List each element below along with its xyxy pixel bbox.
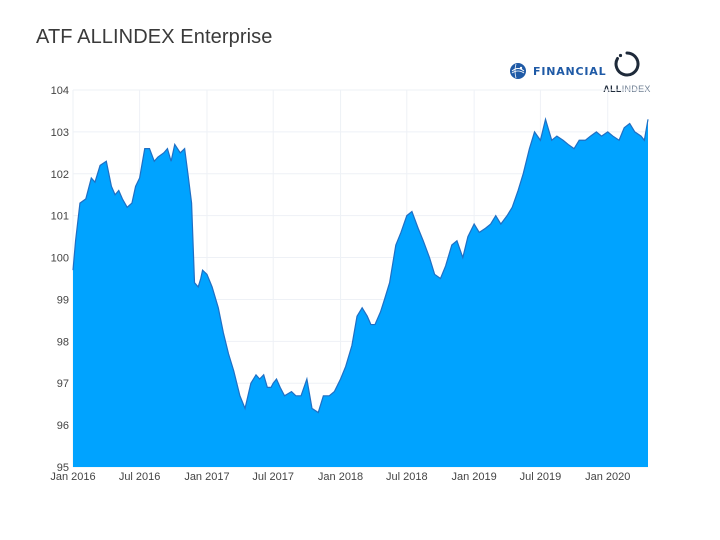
x-tick-label: Jul 2018 (386, 471, 428, 483)
axis-layer: 95 96 97 98 99 100 101 102 103 104 Jan 2016 Jul 201… (50, 85, 630, 483)
x-tick-label: Jan 2016 (50, 471, 95, 483)
x-tick-label: Jan 2019 (452, 471, 497, 483)
y-tick-label: 103 (51, 127, 69, 139)
area-fill (73, 119, 648, 468)
x-tick-label: Jul 2019 (520, 471, 562, 483)
financial-logo: FINANCIAL (509, 60, 606, 82)
series-line (72, 117, 649, 414)
ring-icon (614, 51, 640, 77)
x-tick-label: Jan 2017 (184, 471, 229, 483)
x-tick-label: Jul 2016 (119, 471, 161, 483)
globe-icon (510, 63, 526, 79)
y-tick-label: 98 (57, 336, 69, 348)
chart-title: ATF ALLINDEX Enterprise (36, 26, 273, 48)
x-tick-label: Jan 2020 (585, 471, 630, 483)
x-tick-label: Jan 2018 (318, 471, 363, 483)
y-tick-label: 96 (57, 420, 69, 432)
area-layer (72, 117, 649, 468)
allindex-logo-bold: ALL (603, 84, 622, 94)
y-tick-label: 100 (51, 253, 69, 265)
x-tick-label: Jul 2017 (252, 471, 294, 483)
y-tick-label: 104 (51, 85, 69, 97)
allindex-logo: ALLINDEX (603, 50, 651, 94)
y-tick-label: 95 (57, 462, 69, 474)
y-tick-label: 97 (57, 378, 69, 390)
allindex-logo-rest: INDEX (621, 84, 651, 94)
y-tick-label: 102 (51, 169, 69, 181)
financial-logo-text: FINANCIAL (533, 64, 607, 78)
y-tick-label: 101 (51, 211, 69, 223)
y-tick-label: 99 (57, 294, 69, 306)
